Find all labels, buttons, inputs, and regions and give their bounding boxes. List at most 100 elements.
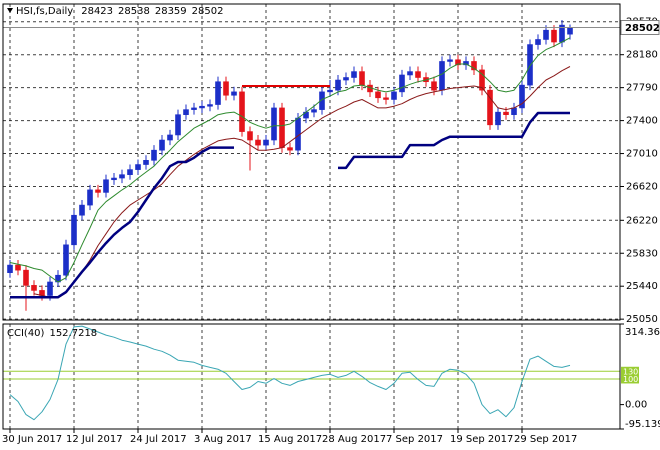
- x-tick-label: 29 Sep 2017: [514, 434, 577, 445]
- candle-body: [119, 174, 125, 179]
- last-high: 28538: [118, 6, 150, 17]
- level-label: 100: [623, 375, 638, 384]
- indicator-line: [33, 66, 571, 299]
- candle-body: [495, 111, 501, 126]
- candle-body: [151, 149, 157, 161]
- x-tick-label: 12 Jul 2017: [66, 434, 123, 445]
- cci-last: 152.7218: [49, 328, 97, 339]
- y-tick-label: 27400: [626, 116, 658, 127]
- candle-body: [447, 59, 453, 62]
- last-close: 28502: [192, 6, 224, 17]
- last-open: 28423: [81, 6, 113, 17]
- candle-body: [375, 91, 381, 99]
- price-header: HSI,fs,Daily 28423 28538 28359 28502: [16, 6, 223, 17]
- candle-body: [79, 204, 85, 216]
- candle-body: [135, 164, 141, 170]
- candle-body: [23, 269, 29, 286]
- y-tick-label: 314.3633: [625, 327, 660, 338]
- candle-body: [471, 61, 477, 71]
- candle-body: [31, 285, 37, 291]
- candle-body: [255, 139, 261, 146]
- candle-body: [407, 71, 413, 76]
- x-tick-label: 24 Jul 2017: [130, 434, 187, 445]
- candle-body: [71, 214, 77, 246]
- candle-body: [87, 189, 93, 206]
- candle-body: [463, 61, 469, 66]
- candle-body: [391, 91, 397, 100]
- candle-body: [383, 97, 389, 100]
- candle-body: [223, 81, 229, 96]
- candle-body: [271, 107, 277, 141]
- x-tick-label: 28 Aug 2017: [322, 434, 386, 445]
- x-tick-label: 15 Aug 2017: [258, 434, 322, 445]
- candle-body: [263, 139, 269, 146]
- candle-body: [351, 71, 357, 78]
- menu-arrow: [7, 8, 13, 13]
- cci-frame: [2, 323, 621, 430]
- candle-body: [487, 89, 493, 126]
- candle-body: [327, 89, 333, 93]
- candle-body: [551, 29, 557, 43]
- cci-title: CCI(40): [7, 328, 45, 339]
- candle-body: [247, 131, 253, 141]
- candle-body: [215, 81, 221, 105]
- candle-body: [567, 27, 573, 35]
- x-tick-label: 3 Aug 2017: [194, 434, 252, 445]
- candle-body: [207, 104, 213, 107]
- candle-body: [343, 77, 349, 81]
- candle-body: [431, 81, 437, 91]
- y-tick-label: 25830: [626, 248, 658, 259]
- level-box: [621, 366, 639, 376]
- level-label: 130: [623, 367, 638, 376]
- candle-body: [399, 74, 405, 93]
- candle-body: [455, 59, 461, 66]
- candle-body: [111, 177, 117, 181]
- candle-body: [319, 91, 325, 110]
- price-plot: [3, 4, 620, 320]
- candle-body: [103, 179, 109, 193]
- x-tick-label: 30 Jun 2017: [2, 434, 62, 445]
- x-tick-label: 7 Sep 2017: [386, 434, 443, 445]
- last-price-box: [620, 19, 660, 35]
- candle-body: [311, 109, 317, 113]
- candle-body: [335, 79, 341, 91]
- candle-body: [191, 107, 197, 110]
- y-tick-label: 0.00: [625, 400, 647, 411]
- candle-body: [503, 111, 509, 115]
- candle-body: [95, 189, 101, 193]
- axes: HSI,fs,Daily 28423 28538 28359 28502 CCI(40)…: [2, 3, 660, 445]
- y-tick-label: 26220: [626, 215, 658, 226]
- x-tick-label: 19 Sep 2017: [450, 434, 513, 445]
- y-tick-label: -95.1391: [625, 419, 660, 430]
- candle-body: [279, 107, 285, 148]
- candle-body: [175, 114, 181, 136]
- candle-body: [127, 169, 133, 175]
- candle-body: [231, 91, 237, 96]
- last-low: 28359: [155, 6, 187, 17]
- level-box: [621, 374, 639, 384]
- candle-body: [167, 134, 173, 141]
- y-tick-label: 27010: [626, 149, 658, 160]
- last-price-label: 28502: [625, 23, 660, 34]
- candle-body: [239, 91, 245, 132]
- candle-body: [479, 69, 485, 91]
- y-tick-label: 26620: [626, 182, 658, 193]
- indicator-line: [10, 146, 234, 299]
- indicator-line: [338, 111, 570, 170]
- candle-body: [143, 160, 149, 165]
- candle-body: [199, 105, 205, 109]
- candle-body: [535, 39, 541, 45]
- y-tick-label: 25440: [626, 281, 658, 292]
- candle-body: [415, 71, 421, 78]
- candle-body: [15, 264, 21, 271]
- candle-body: [63, 244, 69, 276]
- cci-line: [9, 325, 571, 421]
- candle-body: [519, 84, 525, 109]
- candle-body: [47, 281, 53, 296]
- candle-body: [159, 139, 165, 151]
- cci-header: CCI(40) 152.7218: [7, 328, 97, 339]
- indicator-line: [9, 37, 571, 283]
- candle-body: [287, 147, 293, 151]
